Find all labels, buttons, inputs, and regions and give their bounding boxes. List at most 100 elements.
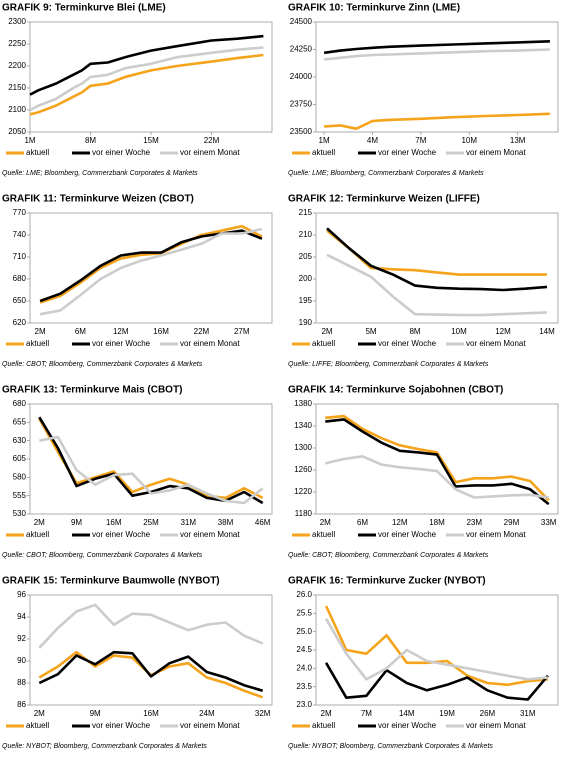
legend-label: aktuell xyxy=(26,721,49,730)
series-line xyxy=(39,227,263,316)
y-tick-label: 1340 xyxy=(294,421,312,430)
x-tick-label: 2M xyxy=(34,709,45,718)
legend-label: vor einem Monat xyxy=(180,148,240,157)
y-tick-label: 25.5 xyxy=(296,608,312,617)
source-note: Quelle: LME; Bloomberg, Commerzbank Corp… xyxy=(2,170,198,177)
series-line xyxy=(29,34,264,96)
legend-label: vor einem Monat xyxy=(180,530,240,539)
x-tick-label: 46M xyxy=(255,518,271,527)
y-tick-label: 770 xyxy=(13,208,27,217)
legend-label: vor einer Woche xyxy=(378,721,437,730)
series-line xyxy=(39,224,263,304)
series-line xyxy=(324,112,550,130)
legend-label: vor einem Monat xyxy=(466,530,526,539)
x-tick-label: 1M xyxy=(319,136,330,145)
y-tick-label: 1220 xyxy=(294,487,312,496)
x-tick-label: 22M xyxy=(194,327,210,336)
chart-title: GRAFIK 13: Terminkurve Mais (CBOT) xyxy=(2,385,182,396)
x-tick-label: 16M xyxy=(106,518,122,527)
y-tick-label: 92 xyxy=(17,634,26,643)
series-line xyxy=(29,53,264,116)
y-tick-label: 555 xyxy=(13,491,27,500)
x-tick-label: 9M xyxy=(71,518,82,527)
x-tick-label: 14M xyxy=(399,709,415,718)
x-tick-label: 19M xyxy=(439,709,455,718)
x-tick-label: 2M xyxy=(321,327,332,336)
legend-label: vor einem Monat xyxy=(180,721,240,730)
x-tick-label: 10M xyxy=(461,136,477,145)
legend-label: aktuell xyxy=(312,148,335,157)
chart-title: GRAFIK 10: Terminkurve Zinn (LME) xyxy=(288,3,460,14)
source-note: Quelle: NYBOT; Bloomberg, Commerzbank Co… xyxy=(2,743,207,750)
x-tick-label: 5M xyxy=(365,327,376,336)
y-tick-label: 1300 xyxy=(294,443,312,452)
x-tick-label: 12M xyxy=(392,518,408,527)
series-line xyxy=(325,414,550,502)
x-tick-label: 7M xyxy=(415,136,426,145)
x-tick-label: 32M xyxy=(255,709,271,718)
x-tick-label: 16M xyxy=(153,327,169,336)
y-tick-label: 86 xyxy=(17,700,26,709)
x-tick-label: 2M xyxy=(35,327,46,336)
source-note: Quelle: CBOT; Bloomberg, Commerzbank Cor… xyxy=(288,552,489,559)
legend-label: vor einer Woche xyxy=(378,530,437,539)
x-tick-label: 1M xyxy=(24,136,35,145)
legend-label: vor einer Woche xyxy=(92,339,151,348)
x-tick-label: 2M xyxy=(321,709,332,718)
x-tick-label: 16M xyxy=(143,709,159,718)
legend-label: vor einer Woche xyxy=(378,148,437,157)
y-tick-label: 215 xyxy=(299,208,313,217)
series-line xyxy=(323,48,550,61)
source-note: Quelle: CBOT; Bloomberg, Commerzbank Cor… xyxy=(2,361,203,368)
chart-title: GRAFIK 16: Terminkurve Zucker (NYBOT) xyxy=(288,576,486,587)
source-note: Quelle: LME; Bloomberg, Commerzbank Corp… xyxy=(288,170,484,177)
y-tick-label: 24.0 xyxy=(296,663,312,672)
y-tick-label: 1180 xyxy=(295,509,313,518)
x-tick-label: 2M xyxy=(320,518,331,527)
x-tick-label: 14M xyxy=(539,327,555,336)
y-tick-label: 2200 xyxy=(8,61,26,70)
y-tick-label: 620 xyxy=(13,318,27,327)
legend-label: aktuell xyxy=(26,339,49,348)
chart-title: GRAFIK 12: Terminkurve Weizen (LIFFE) xyxy=(288,194,480,205)
x-tick-label: 2M xyxy=(34,518,45,527)
y-tick-label: 26.0 xyxy=(296,590,312,599)
x-tick-label: 29M xyxy=(504,518,520,527)
legend-label: vor einem Monat xyxy=(466,148,526,157)
y-tick-label: 2300 xyxy=(8,17,26,26)
series-line xyxy=(325,418,550,506)
x-tick-label: 12M xyxy=(113,327,129,336)
series-line xyxy=(324,605,549,687)
plot-frame xyxy=(29,594,273,706)
x-tick-label: 26M xyxy=(480,709,496,718)
x-tick-label: 22M xyxy=(204,136,220,145)
y-tick-label: 655 xyxy=(13,417,27,426)
series-line xyxy=(29,46,264,112)
y-tick-label: 25.0 xyxy=(296,627,312,636)
series-line xyxy=(38,650,264,692)
x-tick-label: 9M xyxy=(90,709,101,718)
y-tick-label: 605 xyxy=(13,454,27,463)
x-tick-label: 7M xyxy=(361,709,372,718)
y-tick-label: 630 xyxy=(13,436,27,445)
x-tick-label: 27M xyxy=(234,327,250,336)
legend-label: vor einer Woche xyxy=(92,721,151,730)
legend-label: aktuell xyxy=(26,148,49,157)
legend-label: aktuell xyxy=(312,339,335,348)
x-tick-label: 31M xyxy=(520,709,536,718)
x-tick-label: 23M xyxy=(466,518,482,527)
y-tick-label: 23750 xyxy=(290,100,313,109)
legend-label: vor einem Monat xyxy=(466,721,526,730)
series-line xyxy=(324,618,549,681)
y-tick-label: 1380 xyxy=(294,399,312,408)
plot-frame xyxy=(29,212,273,324)
y-tick-label: 2050 xyxy=(8,127,26,136)
y-tick-label: 190 xyxy=(299,318,313,327)
source-note: Quelle: LIFFE; Bloomberg, Commerzbank Co… xyxy=(288,361,489,368)
x-tick-label: 8M xyxy=(409,327,420,336)
y-tick-label: 210 xyxy=(299,230,313,239)
legend-label: aktuell xyxy=(312,530,335,539)
series-line xyxy=(39,435,264,505)
plot-frame xyxy=(315,212,559,324)
series-line xyxy=(38,603,264,649)
